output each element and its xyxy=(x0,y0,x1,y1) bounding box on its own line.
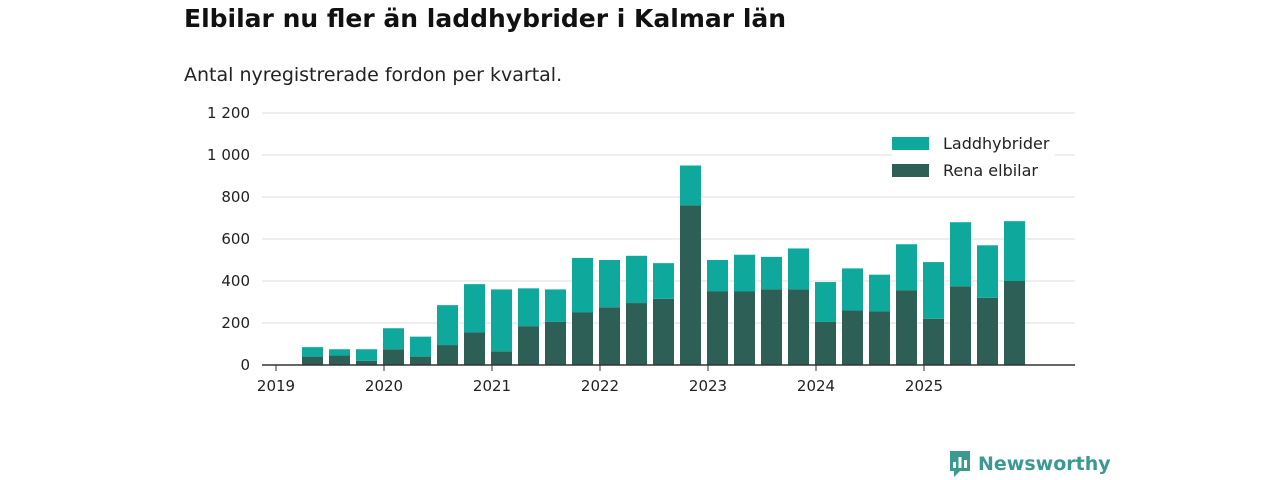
x-tick-label: 2022 xyxy=(581,377,619,395)
bar-rena-elbilar xyxy=(356,360,377,365)
bar-laddhybrider xyxy=(653,263,674,299)
bar-laddhybrider xyxy=(356,349,377,361)
bar-laddhybrider xyxy=(545,289,566,322)
bar-rena-elbilar xyxy=(761,289,782,365)
bar-rena-elbilar xyxy=(896,290,917,365)
x-tick-label: 2019 xyxy=(257,377,295,395)
x-axis: 2019 2020 2021 2022 2023 2024 2025 xyxy=(257,364,1075,395)
bar-laddhybrider xyxy=(599,260,620,308)
y-tick-label: 200 xyxy=(221,314,250,332)
bar-rena-elbilar xyxy=(977,297,998,365)
bar-rena-elbilar xyxy=(329,355,350,365)
y-tick-label: 1 200 xyxy=(207,104,250,122)
x-tick-label: 2024 xyxy=(797,377,835,395)
bar-rena-elbilar xyxy=(707,291,728,365)
legend: Laddhybrider Rena elbilar xyxy=(892,128,1056,188)
brand-logo: Newsworthy xyxy=(948,449,1111,479)
bar-laddhybrider xyxy=(329,349,350,356)
bar-laddhybrider xyxy=(302,347,323,357)
bar-rena-elbilar xyxy=(518,326,539,365)
bar-laddhybrider xyxy=(761,256,782,290)
bar-laddhybrider xyxy=(491,289,512,352)
y-tick-label: 1 000 xyxy=(207,146,250,164)
bar-rena-elbilar xyxy=(653,298,674,365)
bar-rena-elbilar xyxy=(1004,281,1025,365)
y-tick-label: 800 xyxy=(221,188,250,206)
bar-rena-elbilar xyxy=(437,345,458,365)
bar-laddhybrider xyxy=(788,248,809,290)
x-tick-label: 2023 xyxy=(689,377,727,395)
bar-laddhybrider xyxy=(869,274,890,312)
chart-title: Elbilar nu fler än laddhybrider i Kalmar… xyxy=(184,4,787,33)
newsworthy-icon xyxy=(950,451,970,477)
bar-rena-elbilar xyxy=(950,286,971,365)
bar-rena-elbilar xyxy=(869,311,890,365)
bar-rena-elbilar xyxy=(383,349,404,365)
bar-laddhybrider xyxy=(707,260,728,292)
bar-laddhybrider xyxy=(464,284,485,333)
legend-label-rena-elbilar: Rena elbilar xyxy=(943,161,1038,180)
y-tick-label: 400 xyxy=(221,272,250,290)
bar-laddhybrider xyxy=(734,254,755,292)
x-tick-label: 2021 xyxy=(473,377,511,395)
x-tick-label: 2025 xyxy=(905,377,943,395)
bar-laddhybrider xyxy=(383,328,404,350)
legend-swatch-rena-elbilar xyxy=(892,164,929,177)
bar-rena-elbilar xyxy=(491,351,512,365)
bar-rena-elbilar xyxy=(923,318,944,365)
x-tick-label: 2020 xyxy=(365,377,403,395)
bar-laddhybrider xyxy=(950,222,971,287)
y-tick-label: 600 xyxy=(221,230,250,248)
bar-rena-elbilar xyxy=(572,312,593,365)
chart-subtitle: Antal nyregistrerade fordon per kvartal. xyxy=(184,64,563,86)
brand-name: Newsworthy xyxy=(978,453,1111,475)
bar-laddhybrider xyxy=(626,255,647,304)
bar-laddhybrider xyxy=(923,262,944,319)
bar-laddhybrider xyxy=(410,336,431,357)
bar-rena-elbilar xyxy=(410,356,431,365)
bar-rena-elbilar xyxy=(680,205,701,365)
bar-rena-elbilar xyxy=(788,289,809,365)
bar-rena-elbilar xyxy=(815,321,836,365)
bar-laddhybrider xyxy=(896,244,917,291)
bar-laddhybrider xyxy=(977,245,998,298)
bar-laddhybrider xyxy=(518,288,539,327)
bar-laddhybrider xyxy=(815,282,836,322)
legend-item-laddhybrider: Laddhybrider xyxy=(892,130,1049,157)
legend-label-laddhybrider: Laddhybrider xyxy=(943,134,1050,153)
y-tick-label: 0 xyxy=(240,356,250,374)
bar-laddhybrider xyxy=(1004,221,1025,281)
bar-rena-elbilar xyxy=(842,310,863,365)
bar-rena-elbilar xyxy=(302,356,323,365)
bar-rena-elbilar xyxy=(599,307,620,365)
bar-rena-elbilar xyxy=(626,303,647,365)
bar-laddhybrider xyxy=(437,305,458,346)
legend-item-rena-elbilar: Rena elbilar xyxy=(892,157,1049,184)
bar-rena-elbilar xyxy=(734,291,755,365)
y-axis: 0 200 400 600 800 1 000 1 200 xyxy=(207,104,250,374)
bar-rena-elbilar xyxy=(545,321,566,365)
legend-swatch-laddhybrider xyxy=(892,137,929,150)
bar-laddhybrider xyxy=(680,165,701,206)
bar-laddhybrider xyxy=(572,257,593,313)
bars xyxy=(302,165,1025,365)
bar-laddhybrider xyxy=(842,268,863,311)
bar-rena-elbilar xyxy=(464,332,485,365)
